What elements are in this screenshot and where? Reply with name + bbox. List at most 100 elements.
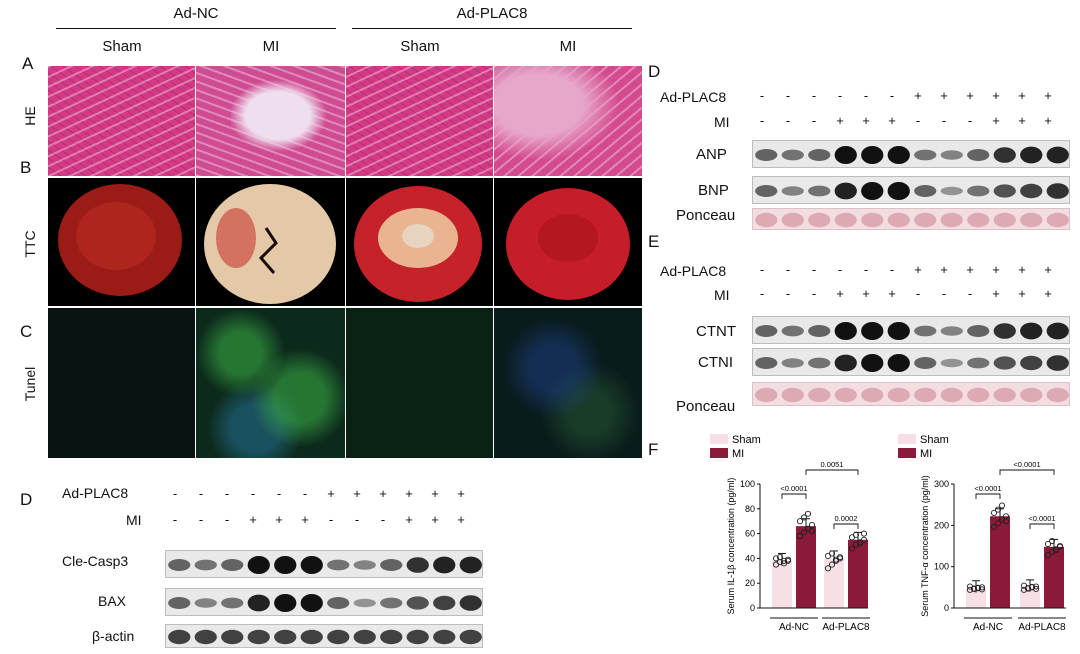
sign-minus: - xyxy=(811,113,817,128)
sign-minus: - xyxy=(224,486,230,501)
blot-band xyxy=(808,387,831,403)
blot-band xyxy=(194,629,217,645)
blot-band xyxy=(406,596,429,610)
y-axis-label: Serum IL-1β concentration (pg/ml) xyxy=(726,478,736,615)
blot-ponceau-e xyxy=(752,382,1070,406)
data-point xyxy=(852,531,860,538)
blot-band xyxy=(993,387,1016,403)
row-label-he: HE xyxy=(22,106,38,126)
row-label-ttc: TTC xyxy=(22,230,38,258)
data-point xyxy=(848,545,856,552)
data-point xyxy=(990,523,998,531)
x-group-label: Ad-PLAC8 xyxy=(1018,622,1066,633)
blot-band xyxy=(247,629,270,645)
he-image-ad-plac8-sham xyxy=(346,66,493,176)
bar-mi-ad-nc xyxy=(796,526,816,608)
y-tick-label: 100 xyxy=(740,479,755,489)
data-point xyxy=(776,554,784,561)
blot-beta-actin xyxy=(165,624,483,648)
blot-band xyxy=(967,387,990,403)
x-group-label: Ad-NC xyxy=(779,622,809,633)
sign-row-ad-plac8-d: - - - - - - + + + + + + xyxy=(752,88,1072,106)
data-point xyxy=(998,502,1006,509)
column-title-sham-ad-nc: Sham xyxy=(102,38,142,55)
data-point xyxy=(808,528,816,535)
blot-label-anp: ANP xyxy=(696,146,727,163)
blot-band xyxy=(433,629,456,645)
ttc-image-ad-plac8-mi xyxy=(494,178,642,306)
legend-swatch-sham xyxy=(898,434,916,444)
sign-minus: - xyxy=(198,486,204,501)
blot-band xyxy=(967,185,990,197)
sign-minus: - xyxy=(380,512,386,527)
data-point xyxy=(1002,518,1010,525)
blot-label-ctnt: CTNT xyxy=(696,323,736,340)
sign-plus: + xyxy=(888,113,896,128)
blot-band xyxy=(1046,355,1069,371)
legend-swatch-mi xyxy=(710,448,728,458)
sign-plus: + xyxy=(940,88,948,103)
blot-band xyxy=(194,598,217,608)
sign-minus: - xyxy=(172,512,178,527)
blot-band xyxy=(914,357,937,369)
column-title-mi-ad-plac8: MI xyxy=(559,38,577,55)
sign-minus: - xyxy=(863,88,869,103)
sign-minus: - xyxy=(863,262,869,277)
blot-band xyxy=(327,629,350,645)
blot-band xyxy=(1020,183,1043,199)
treatment-label-ad-plac8: Ad-PLAC8 xyxy=(62,485,129,501)
blot-band xyxy=(861,322,884,340)
blot-label-beta-actin: β-actin xyxy=(92,628,135,644)
sign-minus: - xyxy=(328,512,334,527)
blot-band xyxy=(247,594,270,612)
panel-letter-e: E xyxy=(648,232,660,251)
legend-label-mi: MI xyxy=(920,448,932,460)
data-point xyxy=(772,555,780,562)
sign-plus: + xyxy=(379,486,387,501)
blot-band xyxy=(967,357,990,369)
significance-bracket xyxy=(805,469,859,475)
blot-band xyxy=(967,325,990,337)
blot-band xyxy=(459,556,482,574)
blot-label-ctni: CTNI xyxy=(698,354,733,371)
sign-plus: + xyxy=(914,88,922,103)
blot-band xyxy=(967,212,990,228)
legend-label-sham: Sham xyxy=(920,434,949,446)
blot-band xyxy=(221,559,244,571)
sign-plus: + xyxy=(457,486,465,501)
sign-plus: + xyxy=(327,486,335,501)
sign-minus: - xyxy=(967,286,973,301)
significance-bracket xyxy=(999,469,1055,475)
blot-band xyxy=(406,557,429,573)
blot-band xyxy=(194,559,217,571)
sign-minus: - xyxy=(889,262,895,277)
blot-band xyxy=(755,185,778,197)
sign-plus: + xyxy=(457,512,465,527)
blot-band xyxy=(274,556,297,574)
blot-band xyxy=(459,595,482,611)
x-group-label: Ad-PLAC8 xyxy=(822,622,870,633)
blot-band xyxy=(300,594,323,612)
blot-band xyxy=(834,146,857,164)
blot-band xyxy=(808,325,831,337)
blot-band xyxy=(755,212,778,228)
sign-plus: + xyxy=(888,286,896,301)
sign-minus: - xyxy=(785,88,791,103)
he-image-ad-plac8-mi xyxy=(494,66,642,176)
bar-mi-ad-nc xyxy=(990,516,1010,608)
x-group-label: Ad-NC xyxy=(973,622,1003,633)
sign-plus: + xyxy=(405,486,413,501)
blot-band xyxy=(221,597,244,609)
sign-row-ad-plac8-e: - - - - - - + + + + + + xyxy=(752,262,1072,280)
sign-minus: - xyxy=(941,286,947,301)
sign-plus: + xyxy=(992,286,1000,301)
data-point xyxy=(998,516,1006,523)
blot-band xyxy=(861,387,884,403)
treatment-label-ad-plac8-e: Ad-PLAC8 xyxy=(660,263,727,279)
sign-plus: + xyxy=(992,262,1000,277)
blot-band xyxy=(1046,146,1069,164)
blot-band xyxy=(755,149,778,161)
p-value-label: 0.0002 xyxy=(835,514,858,523)
blot-band xyxy=(1046,212,1069,228)
data-point xyxy=(1032,585,1040,593)
